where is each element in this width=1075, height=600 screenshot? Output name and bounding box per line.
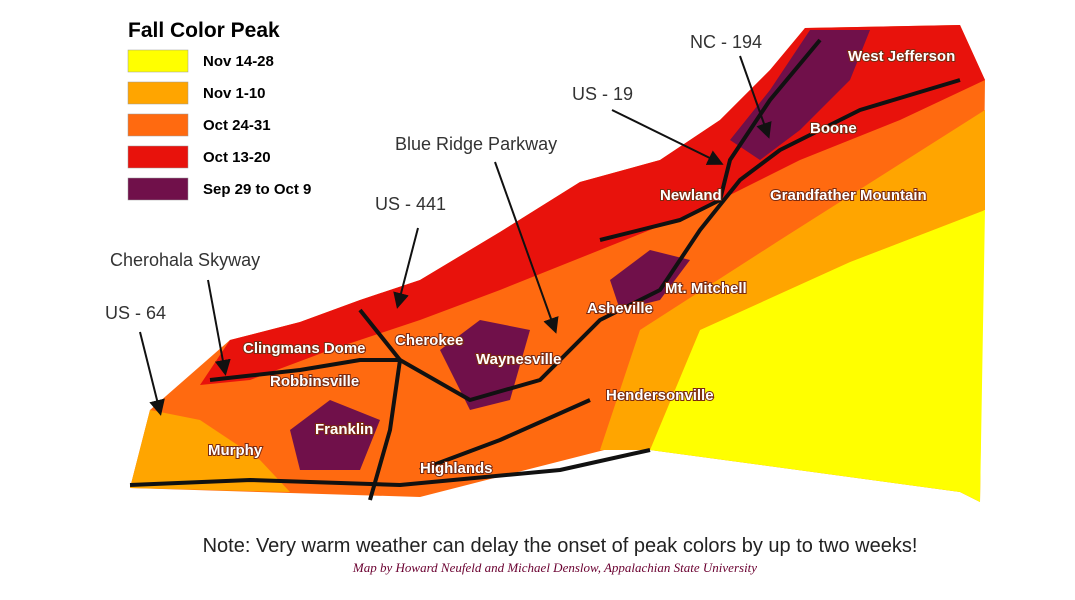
places: West Jefferson Boone Newland Grandfather… [207,47,956,478]
place-label: Newland [660,187,722,204]
place-label: West Jefferson [848,48,955,65]
highway [399,78,961,402]
legend-swatch [127,49,189,73]
road-label: US - 441 [375,194,446,214]
place-label: Robbinsville [270,373,359,390]
note: Note: Very warm weather can delay the on… [203,535,918,557]
place-label: Hendersonville [606,387,714,404]
road-label: Cherohala Skyway [110,250,260,270]
legend-swatch [127,81,189,105]
arrow [739,55,772,139]
road-label: Blue Ridge Parkway [395,134,557,154]
road-label: NC - 194 [690,32,762,52]
highway [358,308,402,501]
region [290,400,380,470]
road-label: US - 64 [105,303,166,323]
legend-label: Oct 13-20 [203,149,271,166]
legend-label: Oct 24-31 [203,117,271,134]
highway [209,358,400,382]
highway [129,448,651,487]
arrow [207,279,231,376]
legend-label: Nov 1-10 [203,85,266,102]
road-labels: NC - 194 US - 19 Blue Ridge Parkway US -… [105,32,772,416]
credit: Map by Howard Neufeld and Michael Denslo… [352,560,757,575]
place-label: Boone [810,120,857,137]
legend-swatch [127,145,189,169]
place-label: Clingmans Dome [243,340,366,357]
region [650,210,985,502]
place-label: Franklin [315,421,373,438]
place-label: Murphy [208,442,263,459]
legend-swatch [127,177,189,201]
road-label: US - 19 [572,84,633,104]
arrow [611,109,724,165]
place-label: Highlands [420,460,493,477]
highway [599,38,822,242]
arrow [139,331,165,416]
legend-label: Sep 29 to Oct 9 [203,181,311,198]
place-label: Asheville [587,300,653,317]
place-label: Mt. Mitchell [665,280,747,297]
place-label: Grandfather Mountain [770,187,927,204]
place-label: Cherokee [395,332,463,349]
arrow [494,161,559,334]
legend-label: Nov 14-28 [203,53,274,70]
legend: Fall Color Peak Nov 14-28 Nov 1-10 Oct 24-… [127,19,311,201]
region [130,410,290,492]
region [600,110,985,450]
legend-swatch [127,113,189,137]
legend-title: Fall Color Peak [128,19,280,42]
place-label: Waynesville [476,351,561,368]
highway [419,398,591,472]
region [610,250,690,310]
arrow [393,227,419,309]
